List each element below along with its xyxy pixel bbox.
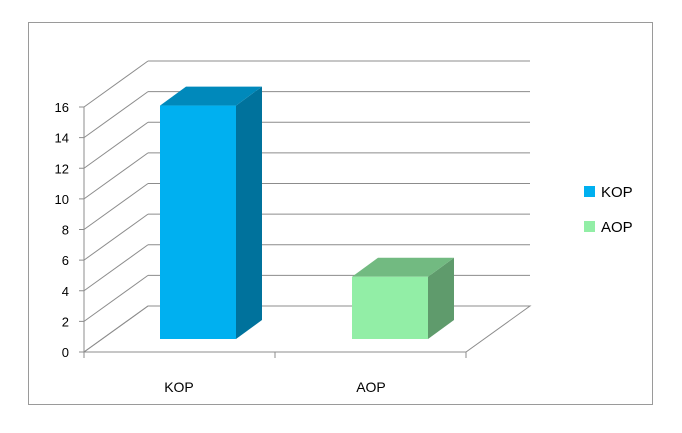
legend-swatch [584, 221, 595, 232]
y-tick-label: 4 [62, 284, 69, 299]
gridline-side [83, 60, 149, 108]
bar-aop [352, 276, 428, 339]
x-category-label: KOP [164, 379, 194, 395]
y-tick-label: 8 [62, 223, 69, 238]
chart-frame [28, 22, 653, 405]
gridline-side [83, 213, 149, 261]
x-category-label: AOP [356, 379, 386, 395]
gridline-side [83, 274, 149, 322]
gridline-side [83, 91, 149, 139]
bar-kop [160, 105, 236, 339]
gridline-side [83, 121, 149, 169]
legend-swatch [584, 186, 595, 197]
gridline-side [83, 152, 149, 200]
y-tick-label: 16 [55, 100, 69, 115]
gridline-side [83, 244, 149, 292]
chart-floor [82, 305, 532, 353]
gridline-side [83, 183, 149, 230]
bar-kop-top [160, 86, 262, 106]
y-tick-label: 6 [62, 253, 69, 268]
bar-kop-side [236, 86, 262, 339]
gridline-side [83, 305, 149, 353]
y-tick-label: 2 [62, 314, 69, 329]
legend-label: KOP [601, 184, 633, 201]
bar-aop-side [428, 257, 454, 339]
y-tick-label: 10 [55, 192, 69, 207]
bar-aop-top [352, 257, 454, 277]
y-tick-label: 14 [55, 131, 69, 146]
y-tick-label: 12 [55, 161, 69, 176]
legend-label: AOP [601, 219, 633, 236]
y-tick-label: 0 [62, 345, 69, 360]
